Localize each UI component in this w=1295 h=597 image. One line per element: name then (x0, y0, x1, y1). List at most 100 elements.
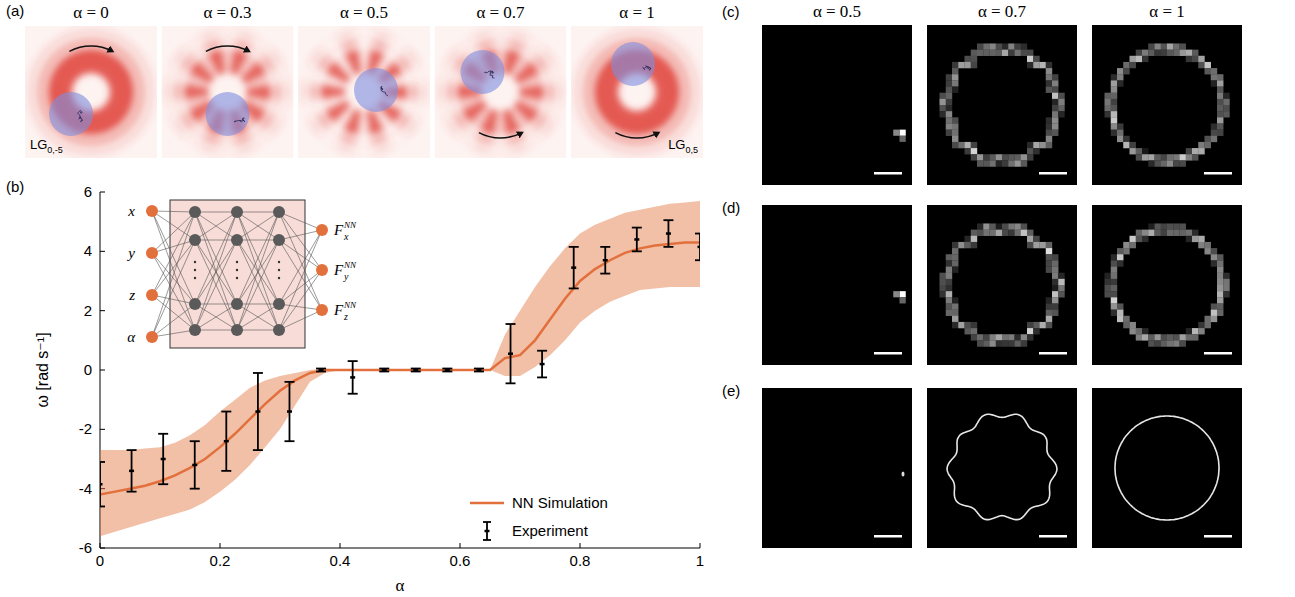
intensity-pattern (30, 31, 152, 153)
connection (152, 240, 195, 337)
rotation-arrow (615, 133, 658, 138)
connection (152, 295, 195, 330)
data-point (476, 369, 481, 372)
error-cap (506, 323, 516, 325)
error-cap (253, 372, 263, 374)
data-point (192, 464, 197, 467)
error-bar (284, 382, 294, 441)
error-cap (442, 368, 452, 370)
particle (611, 42, 655, 86)
error-cap (100, 461, 105, 463)
error-cap (253, 449, 263, 451)
column-title: α = 1 (619, 3, 655, 22)
x-tick-label: 0 (96, 552, 104, 569)
y-tick (100, 548, 105, 549)
error-cap (600, 273, 610, 275)
error-bar (663, 220, 673, 247)
error-bar (695, 234, 700, 261)
y-axis-title: ω [rad s⁻¹] (34, 332, 51, 407)
data-point (445, 369, 450, 372)
data-point (698, 246, 701, 249)
data-point (224, 440, 229, 443)
error-cap (379, 371, 389, 373)
y-tick (100, 429, 105, 430)
connection (152, 212, 195, 295)
image-ground (571, 26, 703, 158)
connections (152, 211, 322, 337)
error-cap (537, 377, 547, 379)
data-point (100, 483, 103, 486)
error-cap (695, 259, 700, 261)
beam-image (298, 26, 430, 158)
ring-segment (422, 89, 427, 93)
error-bar (537, 351, 547, 378)
x-tick-label: 0.8 (570, 552, 591, 569)
uncertainty-band (100, 201, 700, 536)
y-tick (100, 310, 105, 311)
error-cap (316, 368, 326, 370)
error-cap (190, 440, 200, 442)
error-bar (190, 441, 200, 488)
error-cap (348, 360, 358, 362)
error-bar (379, 369, 389, 372)
label: (b) (6, 178, 24, 195)
error-cap (569, 288, 579, 290)
intensity-pattern (576, 31, 698, 153)
connection (152, 330, 195, 337)
beam-image (571, 26, 703, 158)
connection (195, 212, 237, 304)
mode-subscript: 0,-5 (47, 145, 63, 155)
data-point (603, 259, 608, 262)
error-cap (158, 483, 168, 485)
ring-segment (546, 89, 555, 92)
error-bar (127, 450, 137, 492)
error-cap (537, 350, 547, 352)
y-tick-label: 4 (84, 242, 92, 259)
data-point (540, 363, 545, 366)
error-cap (316, 371, 326, 373)
error-bar (100, 462, 105, 507)
error-cap (348, 393, 358, 395)
error-cap (411, 368, 421, 370)
data-point (571, 266, 576, 269)
beam-image (25, 26, 157, 158)
ring-segment (246, 90, 270, 92)
data-point (634, 238, 639, 241)
column-title: α = 0 (73, 3, 109, 22)
trajectory (234, 118, 245, 122)
x-tick (700, 543, 701, 548)
y-tick-label: -2 (79, 420, 92, 437)
error-bar (316, 369, 326, 372)
beam-image (162, 26, 294, 158)
x-tick (100, 543, 101, 548)
x-tick-label: 1 (696, 552, 704, 569)
data-point (350, 376, 355, 379)
connection (152, 212, 195, 337)
error-cap (695, 233, 700, 235)
y-tick-label: 2 (84, 302, 92, 319)
data-point (255, 410, 260, 413)
connection (152, 295, 195, 304)
error-bar (348, 361, 358, 394)
error-bar (221, 412, 231, 471)
data-point (129, 470, 134, 473)
error-cap (190, 488, 200, 490)
error-cap (284, 440, 294, 442)
mode-label: LG0,5 (668, 137, 698, 155)
ring-segment (110, 90, 134, 92)
error-cap (100, 506, 105, 508)
image-ground (25, 26, 157, 158)
ring-segment (136, 89, 145, 92)
connection (195, 212, 237, 213)
data-point (413, 369, 418, 372)
data-point (161, 458, 166, 461)
error-cap (379, 368, 389, 370)
particle (206, 92, 250, 136)
error-cap (600, 246, 610, 248)
connection (152, 240, 195, 253)
trajectory (381, 86, 389, 96)
image-ground (162, 26, 294, 158)
x-tick (340, 543, 341, 548)
y-tick (100, 192, 105, 193)
error-cap (442, 371, 452, 373)
